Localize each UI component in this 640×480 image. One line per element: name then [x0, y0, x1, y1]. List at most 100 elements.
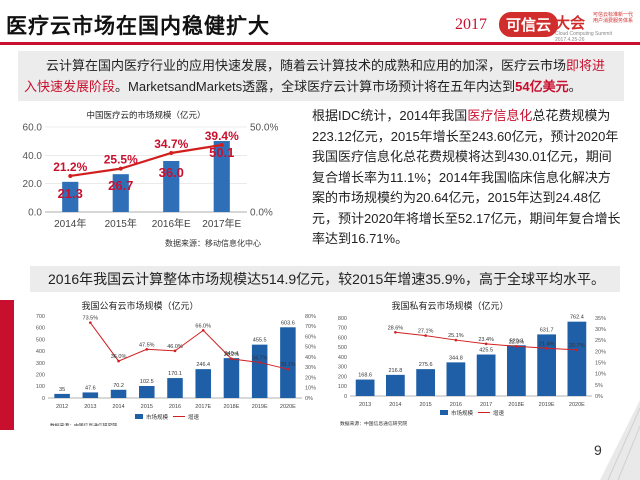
growth-point [258, 361, 261, 364]
y-tick-label: 200 [36, 372, 45, 378]
bar-value-label: 631.7 [540, 327, 554, 333]
growth-value-label: 34.7% [252, 355, 268, 361]
x-tick-label: 2016 [169, 404, 181, 410]
page-number: 9 [594, 442, 602, 458]
growth-value-label: 73.5% [83, 316, 99, 322]
logo-tagline-2: 用户消费服务体系 [593, 18, 634, 24]
y2-tick-label: 20% [305, 375, 316, 381]
growth-value-label: 27.1% [418, 329, 434, 335]
bar-value-label: 70.2 [113, 383, 124, 389]
bar-value-label: 36.0 [159, 165, 184, 180]
growth-value-label: 25.5% [104, 153, 138, 167]
y-tick-label: 500 [338, 345, 347, 351]
growth-point [173, 349, 177, 353]
intro-text-3: 。 [568, 79, 582, 94]
growth-value-label: 66.0% [195, 323, 211, 329]
bar-value-label: 520.3 [509, 338, 523, 344]
bar [167, 378, 183, 398]
x-tick-label: 2012 [56, 404, 68, 410]
idc-text-2: 总花费规模为223.12亿元，2015年增长至243.60亿元，预计2020年我… [312, 108, 621, 246]
y-tick-label: 0 [344, 394, 347, 400]
medical-cloud-chart: 中国医疗云的市场规模（亿元） 0.0 20.0 40.0 60.0 0.0% 50.0% 20… [23, 110, 279, 248]
growth-point [575, 348, 579, 352]
x-tick-label: 2019E [539, 402, 555, 408]
y2-tick-label: 30% [595, 327, 606, 333]
corner-decoration [600, 400, 640, 480]
x-tick-label: 2017 [480, 402, 492, 408]
legend-swatch-bars [135, 414, 143, 419]
x-tick-label: 2014 [389, 402, 401, 408]
idc-highlight: 医疗信息化 [467, 108, 533, 123]
y-tick-label: 600 [338, 335, 347, 341]
y2-tick-label: 35% [595, 316, 606, 322]
bar [446, 362, 466, 396]
growth-point [89, 321, 92, 324]
growth-line [70, 143, 222, 178]
legend-label: 市场规模 [146, 413, 169, 421]
bar [251, 344, 268, 398]
y2-tick-label: 20% [595, 349, 606, 355]
legend-swatch-bars [440, 410, 448, 415]
y-tick-label: 400 [338, 355, 347, 361]
growth-value-label: 28.6% [388, 325, 404, 331]
bar [62, 181, 79, 212]
growth-point [145, 348, 149, 351]
bar [280, 327, 296, 398]
y-tick-label: 0 [42, 396, 45, 402]
growth-value-label: 34.7% [154, 137, 188, 151]
y-tick-label: 800 [338, 316, 347, 322]
growth-point [117, 359, 120, 363]
bar [223, 358, 240, 398]
growth-value-label: 38.2% [224, 352, 240, 358]
growth-value-label: 23.4% [478, 337, 494, 343]
growth-point [545, 347, 548, 350]
source-note: 数据来源：移动信息化中心 [165, 238, 261, 248]
x-tick-label: 2019E [252, 404, 268, 410]
x-tick-label: 2014 [112, 404, 124, 410]
y2-tick-label: 50.0% [250, 123, 278, 134]
bar-value-label: 170.1 [168, 371, 182, 377]
intro-text-2: 。MarketsandMarkets透露，全球医疗云计算市场预计将在五年内达到 [115, 79, 516, 94]
x-tick-label: 2016年E [152, 217, 191, 230]
growth-value-label: 25.1% [448, 333, 464, 339]
bar [195, 369, 211, 398]
growth-value-label: 47.5% [139, 342, 155, 348]
bar [416, 369, 436, 396]
x-tick-label: 2018E [508, 402, 524, 408]
y-tick-label: 400 [36, 349, 45, 355]
y-tick-label: 700 [36, 314, 45, 320]
public-cloud-chart: 我国公有云市场规模（亿元） 0 100 200 300 400 500 600 700 0% 10%… [36, 300, 316, 426]
bar-value-label: 35 [59, 387, 65, 393]
logo-year: 2017 [455, 16, 487, 33]
growth-point [68, 173, 73, 178]
y-tick-label: 100 [338, 384, 347, 390]
y-tick-label: 700 [338, 326, 347, 332]
legend-label: 增速 [188, 413, 200, 421]
y2-tick-label: 0.0% [250, 208, 273, 219]
y2-tick-label: 80% [305, 314, 316, 320]
bar-value-label: 455.5 [253, 338, 267, 344]
growth-point [424, 334, 427, 337]
bar [112, 174, 129, 212]
legend-label: 增速 [493, 409, 505, 417]
y2-tick-label: 0% [305, 396, 313, 402]
y-tick-label: 20.0 [23, 179, 43, 190]
growth-point [515, 345, 518, 348]
x-tick-label: 2018E [223, 404, 239, 410]
bar [82, 392, 99, 398]
growth-value-label: 21.2% [53, 160, 87, 174]
bar-value-label: 425.5 [479, 348, 493, 354]
logo-event: 大会 [555, 15, 586, 32]
bar-value-label: 168.6 [358, 373, 372, 379]
bar [110, 389, 127, 398]
y-tick-label: 60.0 [23, 123, 43, 134]
bar [506, 345, 526, 396]
y-tick-label: 500 [36, 337, 45, 343]
y-tick-label: 100 [36, 384, 45, 390]
left-accent-bar [0, 300, 14, 430]
legend-label: 市场规模 [451, 409, 474, 417]
y2-tick-label: 60% [305, 334, 316, 340]
growth-point [169, 151, 174, 156]
source-note: 数据来源：中国信息通信研究院 [340, 420, 407, 426]
growth-point [286, 367, 290, 371]
